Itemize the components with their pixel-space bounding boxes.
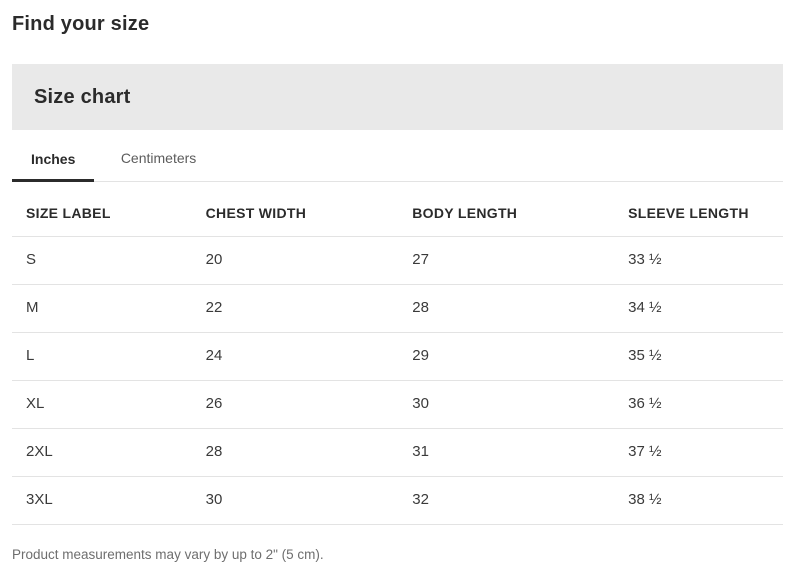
cell-chest-width: 30 [191,476,399,525]
size-chart-header: Size chart [12,64,783,130]
column-header-sleeve-length: SLEEVE LENGTH [614,182,783,237]
table-row: XL 26 30 36 ½ [12,380,783,429]
cell-chest-width: 22 [191,284,399,333]
cell-body-length: 32 [398,476,615,525]
cell-size-label: L [12,332,192,381]
size-table: SIZE LABEL CHEST WIDTH BODY LENGTH SLEEV… [12,182,783,525]
unit-tabs: Inches Centimeters [12,142,783,182]
cell-body-length: 31 [398,428,615,477]
tab-centimeters[interactable]: Centimeters [102,142,215,181]
cell-chest-width: 20 [191,236,399,285]
cell-sleeve-length: 38 ½ [614,476,783,525]
column-header-chest-width: CHEST WIDTH [191,182,399,237]
table-row: S 20 27 33 ½ [12,236,783,285]
footnote: Product measurements may vary by up to 2… [12,547,324,562]
table-row: 3XL 30 32 38 ½ [12,476,783,525]
cell-chest-width: 24 [191,332,399,381]
cell-sleeve-length: 35 ½ [614,332,783,381]
column-header-size-label: SIZE LABEL [12,182,192,237]
table-row: L 24 29 35 ½ [12,332,783,381]
cell-size-label: 3XL [12,476,192,525]
cell-chest-width: 28 [191,428,399,477]
cell-body-length: 30 [398,380,615,429]
table-row: M 22 28 34 ½ [12,284,783,333]
cell-body-length: 28 [398,284,615,333]
cell-chest-width: 26 [191,380,399,429]
column-header-body-length: BODY LENGTH [398,182,615,237]
cell-sleeve-length: 33 ½ [614,236,783,285]
cell-sleeve-length: 37 ½ [614,428,783,477]
cell-size-label: S [12,236,192,285]
cell-sleeve-length: 36 ½ [614,380,783,429]
table-header-row: SIZE LABEL CHEST WIDTH BODY LENGTH SLEEV… [12,182,783,237]
cell-size-label: M [12,284,192,333]
cell-size-label: 2XL [12,428,192,477]
page-title: Find your size [12,13,150,35]
cell-body-length: 27 [398,236,615,285]
size-chart-title: Size chart [34,85,131,108]
table-row: 2XL 28 31 37 ½ [12,428,783,477]
cell-body-length: 29 [398,332,615,381]
cell-sleeve-length: 34 ½ [614,284,783,333]
cell-size-label: XL [12,380,192,429]
tab-inches[interactable]: Inches [12,143,95,182]
